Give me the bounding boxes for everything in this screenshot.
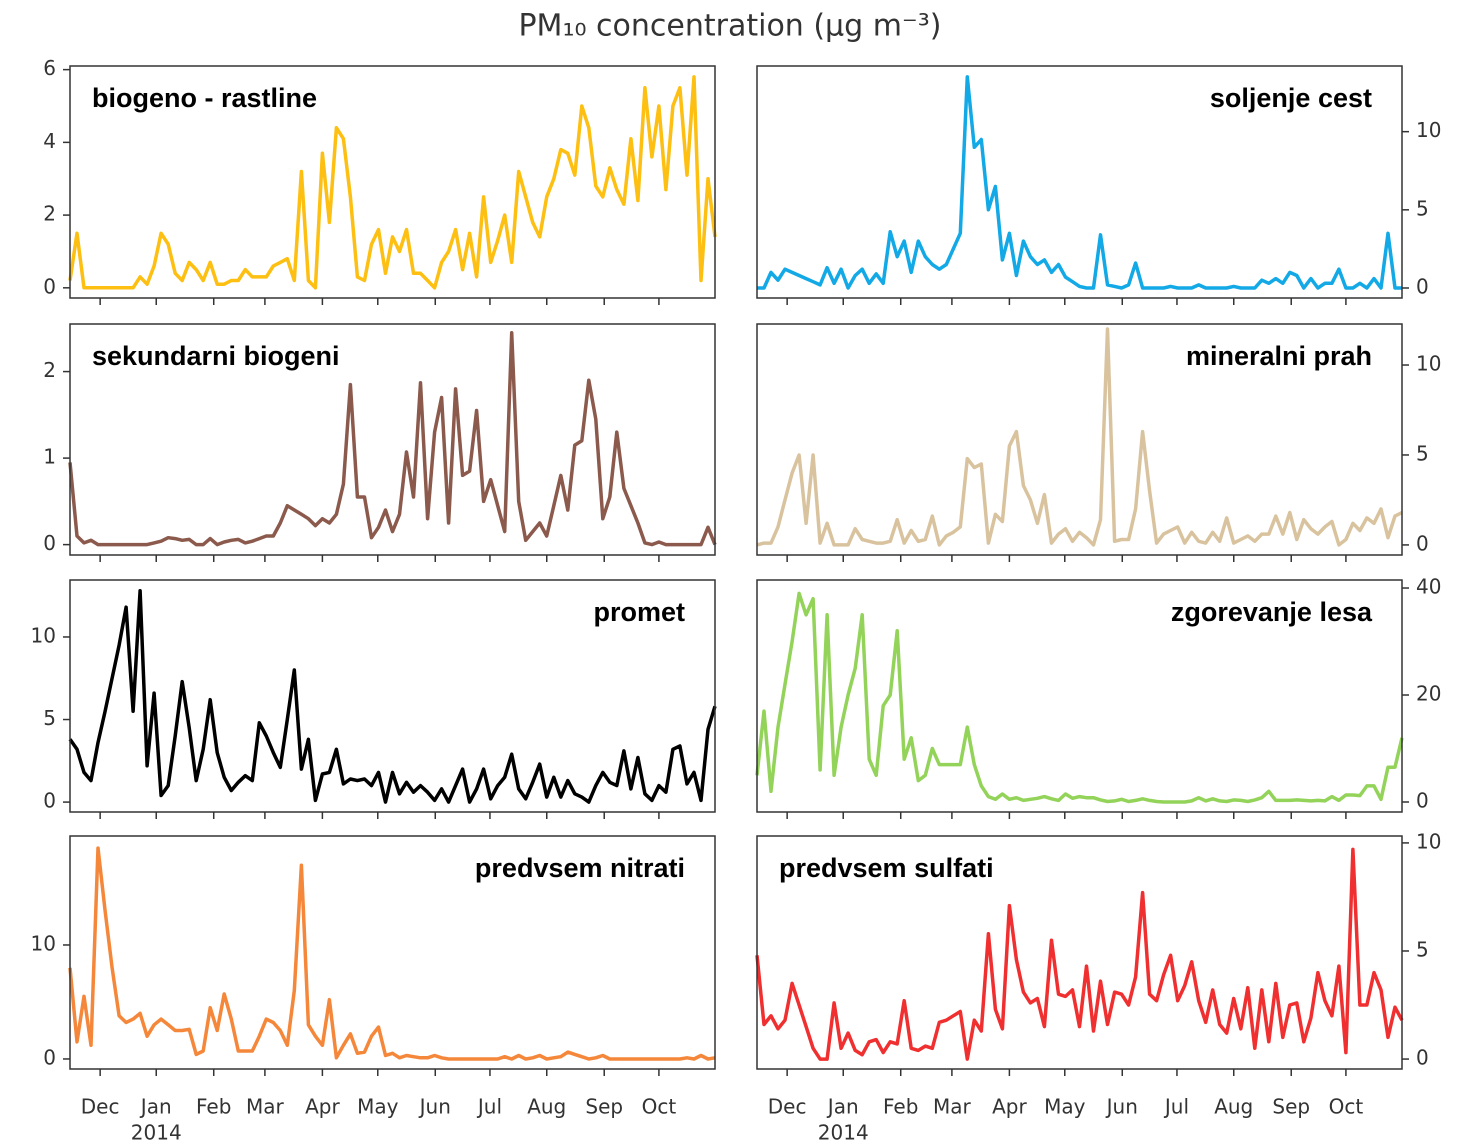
x-tick-label: May [357, 1095, 399, 1119]
x-tick-label: Apr [992, 1095, 1027, 1119]
x-tick-label: Sep [1272, 1095, 1310, 1119]
panel-label: biogeno - rastline [92, 83, 317, 113]
y-tick-label: 5 [43, 706, 56, 730]
y-tick-label: 5 [1416, 441, 1429, 465]
series-line [755, 591, 1404, 804]
x-tick-label: Sep [585, 1095, 623, 1119]
y-tick-label: 0 [43, 274, 56, 298]
y-tick-label: 0 [43, 531, 56, 555]
y-tick-label: 10 [1416, 829, 1441, 853]
panel-label: sekundarni biogeni [92, 341, 340, 371]
y-tick-label: 5 [1416, 196, 1429, 220]
chart-title: PM₁₀ concentration (μg m⁻³) [518, 9, 941, 44]
x-tick-label: Aug [527, 1095, 566, 1119]
y-tick-label: 10 [1416, 118, 1441, 142]
x-tick-label: Jan [826, 1095, 859, 1119]
panel-label: predvsem nitrati [475, 853, 685, 883]
series-line [756, 327, 1403, 547]
panel-frame [756, 65, 1403, 299]
series-line [757, 75, 1402, 290]
panel-frame [69, 835, 716, 1070]
y-tick-label: 0 [1416, 274, 1429, 298]
panel-frame [756, 835, 1403, 1070]
x-tick-label: Oct [642, 1095, 677, 1119]
y-tick-label: 0 [43, 1045, 56, 1069]
y-tick-label: 0 [1416, 1046, 1429, 1070]
year-label: 2014 [818, 1121, 869, 1145]
panel-label: soljenje cest [1210, 83, 1372, 113]
y-tick-label: 4 [43, 129, 56, 153]
x-tick-label: Dec [81, 1095, 120, 1119]
series-line [68, 846, 716, 1061]
x-tick-label: Jul [1163, 1095, 1189, 1119]
x-tick-label: Jun [418, 1095, 451, 1119]
x-tick-label: Feb [883, 1095, 918, 1119]
x-tick-label: Dec [768, 1095, 807, 1119]
y-tick-label: 2 [43, 358, 56, 382]
y-tick-label: 0 [1416, 788, 1429, 812]
x-tick-label: Jun [1105, 1095, 1138, 1119]
y-tick-label: 10 [31, 931, 56, 955]
panel-label: mineralni prah [1186, 341, 1372, 371]
y-tick-label: 5 [1416, 937, 1429, 961]
x-tick-label: Mar [933, 1095, 972, 1119]
x-tick-label: May [1044, 1095, 1086, 1119]
y-tick-label: 6 [43, 56, 56, 80]
x-tick-label: Aug [1214, 1095, 1253, 1119]
y-tick-label: 40 [1416, 575, 1441, 599]
series-line [755, 847, 1404, 1061]
x-tick-label: Oct [1329, 1095, 1364, 1119]
panel-label: predvsem sulfati [779, 853, 994, 883]
y-tick-label: 0 [43, 789, 56, 813]
y-tick-label: 2 [43, 202, 56, 226]
x-tick-label: Mar [246, 1095, 285, 1119]
series-line [68, 75, 717, 290]
series-line [68, 588, 717, 804]
panel-frame [756, 323, 1403, 556]
panel-frame [69, 579, 716, 813]
panel-label: promet [593, 597, 685, 627]
panel-frame [69, 65, 716, 299]
x-tick-label: Jan [139, 1095, 172, 1119]
y-tick-label: 0 [1416, 531, 1429, 555]
y-tick-label: 10 [31, 623, 56, 647]
panel-frame [69, 323, 716, 556]
panel-frame [756, 579, 1403, 813]
y-tick-label: 1 [43, 445, 56, 469]
x-tick-label: Feb [196, 1095, 231, 1119]
panel-label: zgorevanje lesa [1171, 597, 1373, 627]
y-tick-label: 20 [1416, 682, 1441, 706]
y-tick-label: 10 [1416, 352, 1441, 376]
series-line [68, 330, 717, 547]
year-label: 2014 [131, 1121, 182, 1145]
x-tick-label: Jul [476, 1095, 502, 1119]
x-tick-label: Apr [305, 1095, 340, 1119]
